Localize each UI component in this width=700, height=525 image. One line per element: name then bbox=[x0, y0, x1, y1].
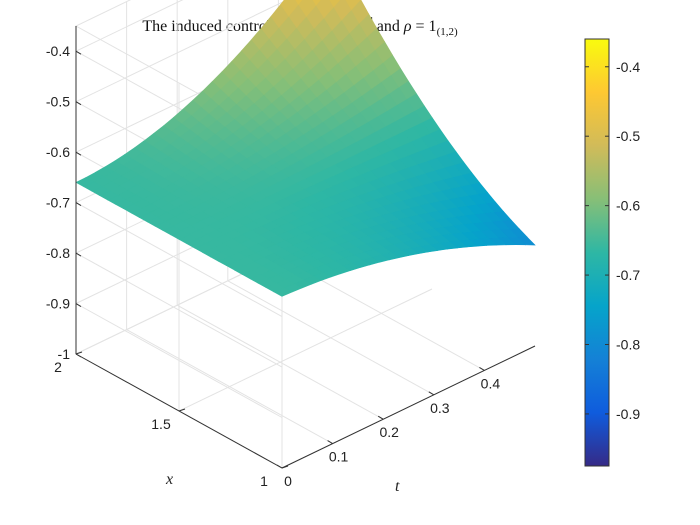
surface-patch bbox=[75, 177, 95, 188]
t-tick-mark bbox=[327, 440, 333, 445]
t-tick-mark bbox=[377, 415, 384, 420]
z-tick-mark bbox=[75, 353, 82, 358]
x-tick-mark bbox=[75, 351, 83, 355]
surface-layer bbox=[75, 0, 536, 297]
surface-patch bbox=[328, 0, 341, 8]
t-tick-label: 0.3 bbox=[430, 400, 450, 416]
z-tick-label: -0.8 bbox=[46, 245, 70, 261]
t-tick-label: 0.1 bbox=[329, 449, 349, 465]
colorbar: -0.4 -0.5 -0.6 -0.7 -0.8 -0.9 bbox=[584, 38, 640, 467]
colorbar-tick-label: -0.9 bbox=[616, 406, 640, 422]
z-tick-label: -0.4 bbox=[46, 43, 70, 59]
t-tick-label: 0 bbox=[284, 473, 292, 489]
x-tick-mark bbox=[178, 408, 186, 412]
z-tick-mark bbox=[75, 151, 82, 156]
z-tick-label: -0.6 bbox=[46, 144, 70, 160]
z-tick-mark bbox=[75, 202, 82, 207]
z-tick-label: -0.9 bbox=[46, 296, 70, 312]
t-axis-label: t bbox=[395, 478, 400, 495]
x-tick-label: 1 bbox=[260, 473, 268, 489]
z-tick-mark bbox=[75, 252, 82, 257]
t-tick-mark bbox=[428, 391, 435, 396]
colorbar-tick-label: -0.7 bbox=[616, 267, 640, 283]
t-axis-line bbox=[281, 345, 536, 469]
x-tick-mark bbox=[281, 465, 289, 469]
grid-z-line bbox=[75, 0, 184, 52]
colorbar-tick-label: -0.5 bbox=[616, 128, 640, 144]
t-tick-label: 0.2 bbox=[379, 424, 399, 440]
x-axis-label: x bbox=[165, 471, 173, 488]
t-tick-mark bbox=[276, 464, 283, 469]
x-tick-label: 1.5 bbox=[151, 416, 171, 432]
tick-labels: 0 0.1 0.2 0.3 0.4 1 1.5 2 -0.4 -0.5 -0.6 -0.7 -0.8 -0… bbox=[46, 43, 500, 489]
colorbar-tick-label: -0.6 bbox=[616, 198, 640, 214]
z-tick-mark bbox=[75, 101, 82, 106]
t-tick-label: 0.4 bbox=[481, 375, 501, 391]
z-tick-mark bbox=[75, 50, 82, 55]
z-tick-label: -1 bbox=[58, 346, 71, 362]
axis-layer bbox=[75, 26, 536, 469]
z-tick-mark bbox=[75, 303, 82, 307]
surface-patch bbox=[294, 0, 303, 6]
t-tick-mark bbox=[479, 366, 485, 371]
z-tick-label: -0.7 bbox=[46, 195, 70, 211]
z-tick-label: -0.5 bbox=[46, 94, 70, 110]
colorbar-tick-label: -0.4 bbox=[616, 59, 640, 75]
x-tick-label: 2 bbox=[54, 359, 62, 375]
colorbar-tick-label: -0.8 bbox=[616, 336, 640, 352]
colorbar-gradient bbox=[584, 38, 610, 467]
surface-patch bbox=[311, 0, 321, 7]
